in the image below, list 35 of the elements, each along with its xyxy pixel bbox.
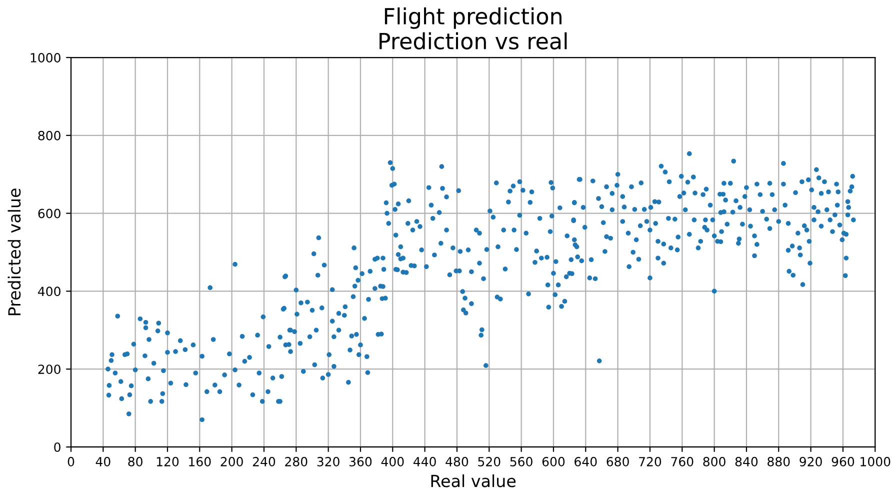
y-tick-label: 0 [54, 442, 60, 452]
x-tick-label: 640 [574, 456, 597, 466]
x-tick-label: 0 [68, 456, 74, 466]
x-tick-label: 480 [446, 456, 468, 466]
x-tick-label: 1000 [860, 456, 890, 466]
y-axis-title: Predicted value [8, 188, 21, 316]
y-tick-label: 800 [38, 130, 60, 140]
x-tick-label: 760 [671, 456, 694, 466]
x-tick-label: 840 [735, 456, 758, 466]
x-tick-label: 160 [189, 456, 211, 466]
x-tick-label: 200 [220, 456, 243, 466]
x-tick-label: 240 [252, 456, 276, 466]
x-tick-label: 920 [800, 456, 822, 466]
x-tick-label: 280 [285, 456, 308, 466]
x-tick-label: 120 [156, 456, 179, 466]
x-tick-label: 960 [832, 456, 854, 466]
x-tick-label: 800 [703, 456, 726, 466]
x-axis-title: Real value [431, 474, 516, 488]
x-tick-label: 880 [768, 456, 790, 466]
x-tick-label: 560 [510, 456, 532, 466]
x-tick-label: 80 [128, 456, 142, 466]
x-tick-label: 440 [414, 456, 436, 466]
y-tick-label: 600 [38, 208, 60, 218]
x-tick-label: 680 [606, 456, 629, 466]
x-tick-label: 320 [317, 456, 340, 466]
chart-title: Flight prediction Prediction vs real [380, 7, 567, 50]
x-tick-label: 360 [350, 456, 372, 466]
y-tick-label: 200 [38, 364, 60, 374]
x-tick-label: 520 [478, 456, 500, 466]
x-tick-label: 40 [96, 456, 110, 466]
y-tick-label: 1000 [30, 52, 60, 62]
x-tick-label: 400 [381, 456, 404, 466]
y-tick-label: 400 [38, 286, 60, 296]
x-tick-label: 600 [542, 456, 565, 466]
x-tick-label: 720 [639, 456, 662, 466]
